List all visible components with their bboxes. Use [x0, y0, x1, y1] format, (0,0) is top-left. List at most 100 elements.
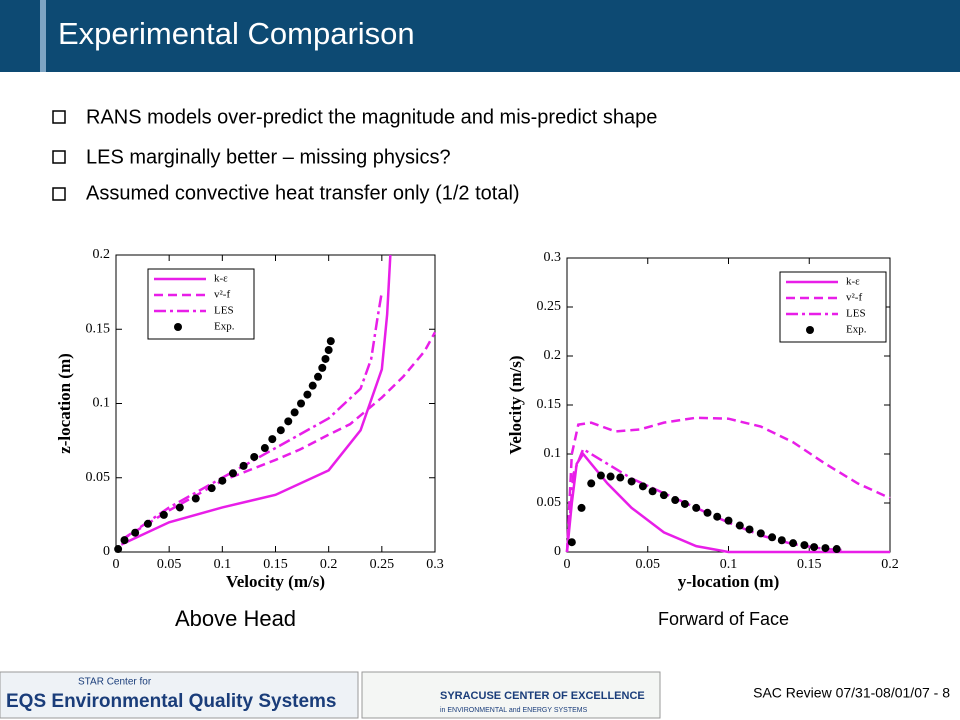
- y-tick-label: 0.2: [544, 348, 562, 363]
- bullet: RANS models over-predict the magnitude a…: [86, 106, 657, 128]
- x-tick-label: 0: [564, 557, 571, 572]
- bullet-marker: [52, 187, 66, 201]
- data-point: [318, 363, 327, 372]
- data-point: [191, 494, 200, 503]
- slide-title: Experimental Comparison: [58, 16, 415, 51]
- x-tick-label: 0.15: [797, 557, 822, 572]
- chart: 0 0.05 0.1 0.15 0.2 0.25 0.300.050.10.150.2Vel…: [55, 247, 444, 631]
- logo-text: SYRACUSE CENTER OF EXCELLENCE: [440, 690, 645, 702]
- data-point: [659, 491, 668, 500]
- data-point: [616, 473, 625, 482]
- data-point: [638, 482, 647, 491]
- x-tick-label: 0.3: [426, 557, 444, 572]
- y-tick-label: 0.1: [544, 446, 562, 461]
- x-tick-label: 0.05: [636, 557, 661, 572]
- data-point: [810, 543, 819, 552]
- data-point: [239, 461, 248, 470]
- data-point: [627, 477, 636, 486]
- data-point: [218, 476, 227, 485]
- y-tick-label: 0.15: [537, 397, 562, 412]
- x-tick-label: 0.15: [263, 557, 288, 572]
- legend-label: k-ε: [846, 276, 860, 288]
- bullet: Assumed convective heat transfer only (1…: [86, 182, 520, 204]
- bullet-marker: [52, 110, 66, 124]
- data-point: [768, 533, 777, 542]
- data-point: [777, 536, 786, 545]
- data-point: [692, 503, 701, 512]
- y-tick-label: 0.15: [86, 321, 111, 336]
- x-tick-label: 0.25: [370, 557, 395, 572]
- data-point: [290, 408, 299, 417]
- data-point: [821, 544, 830, 553]
- data-point: [303, 390, 312, 399]
- chart-caption: Above Head: [175, 606, 296, 631]
- data-point: [680, 499, 689, 508]
- header-accent: [40, 0, 46, 72]
- y-tick-label: 0.25: [537, 299, 562, 314]
- data-point: [284, 417, 293, 426]
- logo-right: [361, 671, 661, 719]
- y-tick-label: 0: [103, 544, 110, 559]
- legend-label: v²-f: [214, 289, 230, 301]
- data-point: [756, 529, 765, 538]
- y-tick-label: 0.3: [544, 250, 562, 265]
- legend-marker: [806, 326, 814, 334]
- data-point: [800, 541, 809, 550]
- legend-box: [779, 271, 887, 343]
- data-point: [250, 452, 259, 461]
- legend: k-ε v²-f LES Exp.: [779, 271, 887, 343]
- x-tick-label: 0.1: [214, 557, 232, 572]
- data-point: [131, 528, 140, 537]
- data-point: [260, 444, 269, 453]
- y-tick-label: 0.1: [93, 396, 111, 411]
- series-line: [565, 416, 891, 553]
- bullet: LES marginally better – missing physics?: [86, 146, 451, 168]
- logo-text: in ENVIRONMENTAL and ENERGY SYSTEMS: [440, 707, 588, 714]
- x-tick-label: 0: [113, 557, 120, 572]
- y-tick-label: 0.2: [93, 247, 111, 262]
- data-point: [297, 399, 306, 408]
- header-bar: [0, 0, 960, 72]
- data-point: [321, 354, 330, 363]
- data-point: [143, 519, 152, 528]
- x-tick-label: 0.1: [720, 557, 738, 572]
- y-tick-label: 0: [554, 544, 561, 559]
- data-point: [308, 381, 317, 390]
- data-point: [114, 545, 123, 554]
- data-point: [789, 539, 798, 548]
- legend: k-ε v²-f LES Exp.: [147, 268, 255, 340]
- data-point: [713, 512, 722, 521]
- data-point: [703, 508, 712, 517]
- data-point: [735, 521, 744, 530]
- data-point: [207, 484, 216, 493]
- data-point: [567, 538, 576, 547]
- logo-text: STAR Center for: [78, 677, 152, 688]
- data-point: [314, 372, 323, 381]
- data-point: [671, 496, 680, 505]
- data-point: [587, 479, 596, 488]
- data-point: [606, 472, 615, 481]
- y-tick-label: 0.05: [537, 495, 562, 510]
- legend-label: v²-f: [846, 292, 862, 304]
- x-tick-label: 0.2: [881, 557, 899, 572]
- data-point: [724, 516, 733, 525]
- slide-note: SAC Review 07/31-08/01/07 - 8: [753, 685, 950, 701]
- y-axis-label: z-location (m): [55, 353, 74, 454]
- data-point: [268, 435, 277, 444]
- data-point: [228, 469, 237, 478]
- bullet-list: RANS models over-predict the magnitude a…: [52, 106, 657, 204]
- logo-text: EQS Environmental Quality Systems: [6, 691, 337, 712]
- data-point: [648, 487, 657, 496]
- legend-label: LES: [214, 305, 234, 317]
- data-point: [577, 503, 586, 512]
- data-point: [159, 510, 168, 519]
- data-point: [326, 337, 335, 346]
- legend-label: Exp.: [214, 321, 235, 333]
- x-axis-label: Velocity (m/s): [226, 572, 325, 591]
- data-point: [832, 545, 841, 554]
- series-line: [120, 291, 384, 542]
- chart-caption: Forward of Face: [658, 609, 789, 629]
- data-point: [324, 346, 333, 355]
- legend-label: k-ε: [214, 273, 228, 285]
- legend-label: LES: [846, 308, 866, 320]
